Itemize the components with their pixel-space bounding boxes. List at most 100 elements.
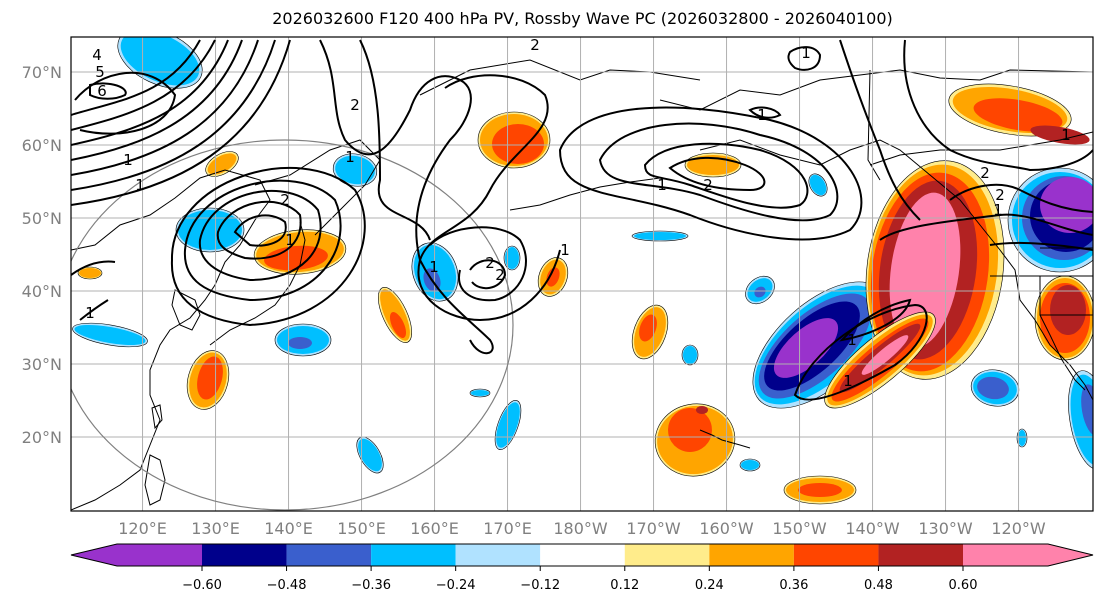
pv-contour-line [71, 39, 276, 191]
pv-contour-line [233, 214, 287, 247]
colorbar-extend-min [71, 544, 117, 566]
positive-anomaly-china-level [79, 268, 101, 278]
pv-contour-line [359, 39, 431, 241]
positive-anomaly-bering-level [492, 124, 544, 164]
coast-asia [71, 169, 271, 511]
negative-anomaly-aleutian-south-level [634, 232, 686, 240]
pv-contour-line [71, 39, 291, 206]
pv-contour-line [71, 39, 259, 176]
negative-anomaly-east-japan-level [288, 337, 312, 349]
negative-anomaly-hawaii-s-level [741, 460, 759, 470]
lat-tick-label: 20°N [22, 428, 62, 447]
negative-anomaly-yangtze [72, 322, 148, 348]
negative-anomaly-marianas [356, 436, 384, 474]
pv-contour-line [949, 183, 1093, 213]
contour-label: 1 [135, 176, 145, 194]
negative-anomaly-e-pacific [970, 369, 1020, 407]
negative-anomaly-tiny-level [1018, 430, 1026, 446]
reference-circle-outline [71, 139, 514, 511]
coast-baja [1039, 314, 1086, 391]
contour-label: 1 [801, 44, 811, 62]
colorbar-segment [878, 544, 963, 566]
pv-contour-line [643, 142, 809, 209]
contour-label: 1 [85, 304, 95, 322]
coast-korea [171, 289, 201, 331]
pv-contour-line [71, 39, 243, 161]
pv-contour-line [839, 298, 912, 342]
positive-anomaly-central-pacific-level [639, 314, 657, 342]
contour-label: 1 [847, 331, 857, 349]
positive-anomaly-aleutian [684, 152, 742, 178]
positive-anomaly-hawaii-level [668, 408, 712, 452]
positive-anomaly-ridge-level [889, 192, 961, 348]
lon-tick-label: 160°E [410, 519, 459, 538]
colorbar-segment [286, 544, 372, 566]
positive-anomaly-baja [1034, 275, 1093, 361]
positive-anomaly-hawaii-level [696, 406, 708, 414]
coast-aleutians [509, 177, 661, 211]
colorbar-tick-label: −0.60 [182, 578, 222, 593]
lon-tick-label: 170°E [483, 519, 532, 538]
negative-anomaly-hawaii-s [739, 458, 761, 472]
negative-anomaly-east-japan [274, 323, 332, 357]
contour-label: 2 [995, 186, 1005, 204]
pv-contour-line [839, 39, 921, 221]
colorbar-segment [202, 544, 287, 566]
negative-anomaly-160w [745, 275, 775, 305]
contour-label: 1 [1061, 126, 1071, 144]
negative-anomaly-small-level [471, 390, 489, 396]
negative-anomaly-160w-level [754, 286, 766, 298]
lat-tick-label: 70°N [22, 63, 62, 82]
lon-tick-label: 130°W [918, 519, 973, 538]
contour-label: 2 [350, 96, 360, 114]
coast-canada-border [869, 131, 1093, 166]
pv-contour-line [216, 200, 302, 260]
coast-taiwan [151, 404, 163, 430]
contour-label: 2 [485, 254, 495, 272]
pv-contour-line [598, 122, 839, 222]
pv-contour-line [74, 71, 177, 135]
negative-anomaly-manchuria-level [178, 210, 242, 250]
colorbar-segment [624, 544, 710, 566]
negative-anomaly-kuril [503, 245, 521, 271]
lon-tick-label: 150°W [772, 519, 827, 538]
pv-contour-line [429, 226, 527, 302]
contour-label: 2 [530, 36, 540, 54]
coast-us-border-3 [1039, 276, 1093, 316]
contour-label: 1 [757, 106, 767, 124]
pv-contour-line [558, 106, 863, 241]
lat-tick-label: 30°N [22, 355, 62, 374]
coast-canada-west [867, 69, 881, 181]
pv-contour-line [417, 74, 561, 322]
pv-contour-line [198, 189, 322, 282]
pv-contour-line [71, 39, 229, 146]
negative-anomaly-pacific-nw-level [1040, 177, 1093, 233]
lon-tick-label: 120°E [118, 519, 167, 538]
contour-label: 1 [993, 201, 1003, 219]
lon-tick-label: 160°W [699, 519, 754, 538]
contour-label: 4 [92, 46, 102, 64]
lon-tick-label: 120°W [991, 519, 1046, 538]
colorbar-tick-label: −0.24 [436, 578, 476, 593]
lon-tick-labels: 120°E 130°E 140°E 150°E 160°E 170°E 180°W 170°W… [118, 519, 1046, 538]
positive-anomaly-subtropical [783, 475, 857, 505]
negative-anomaly-aleutian-south [631, 230, 689, 242]
lat-tick-label: 50°N [22, 209, 62, 228]
colorbar-extend-max [1048, 544, 1093, 566]
positive-anomaly-subtropical-level [798, 483, 842, 497]
positive-anomaly-china [77, 266, 103, 280]
positive-anomaly-ridge-tail [824, 311, 936, 409]
positive-anomaly-170e [537, 257, 569, 297]
negative-anomaly-e-pacific-level [977, 376, 1009, 400]
chart-title: 2026032600 F120 400 hPa PV, Rossby Wave … [272, 9, 893, 28]
colorbar-tick-label: 0.24 [695, 578, 724, 593]
positive-anomaly-baja-level [1050, 285, 1086, 335]
lon-tick-label: 140°W [845, 519, 900, 538]
contour-label: 2 [703, 176, 713, 194]
positive-anomaly-s-japan-level [197, 356, 223, 400]
colorbar-tick-label: 0.60 [949, 578, 978, 593]
gridlines [71, 37, 1093, 511]
positive-anomaly-s-japan [186, 350, 230, 410]
colorbar: −0.60 −0.48 −0.36 −0.24 −0.12 0.12 0.24 0.36 0.4… [70, 543, 1094, 593]
